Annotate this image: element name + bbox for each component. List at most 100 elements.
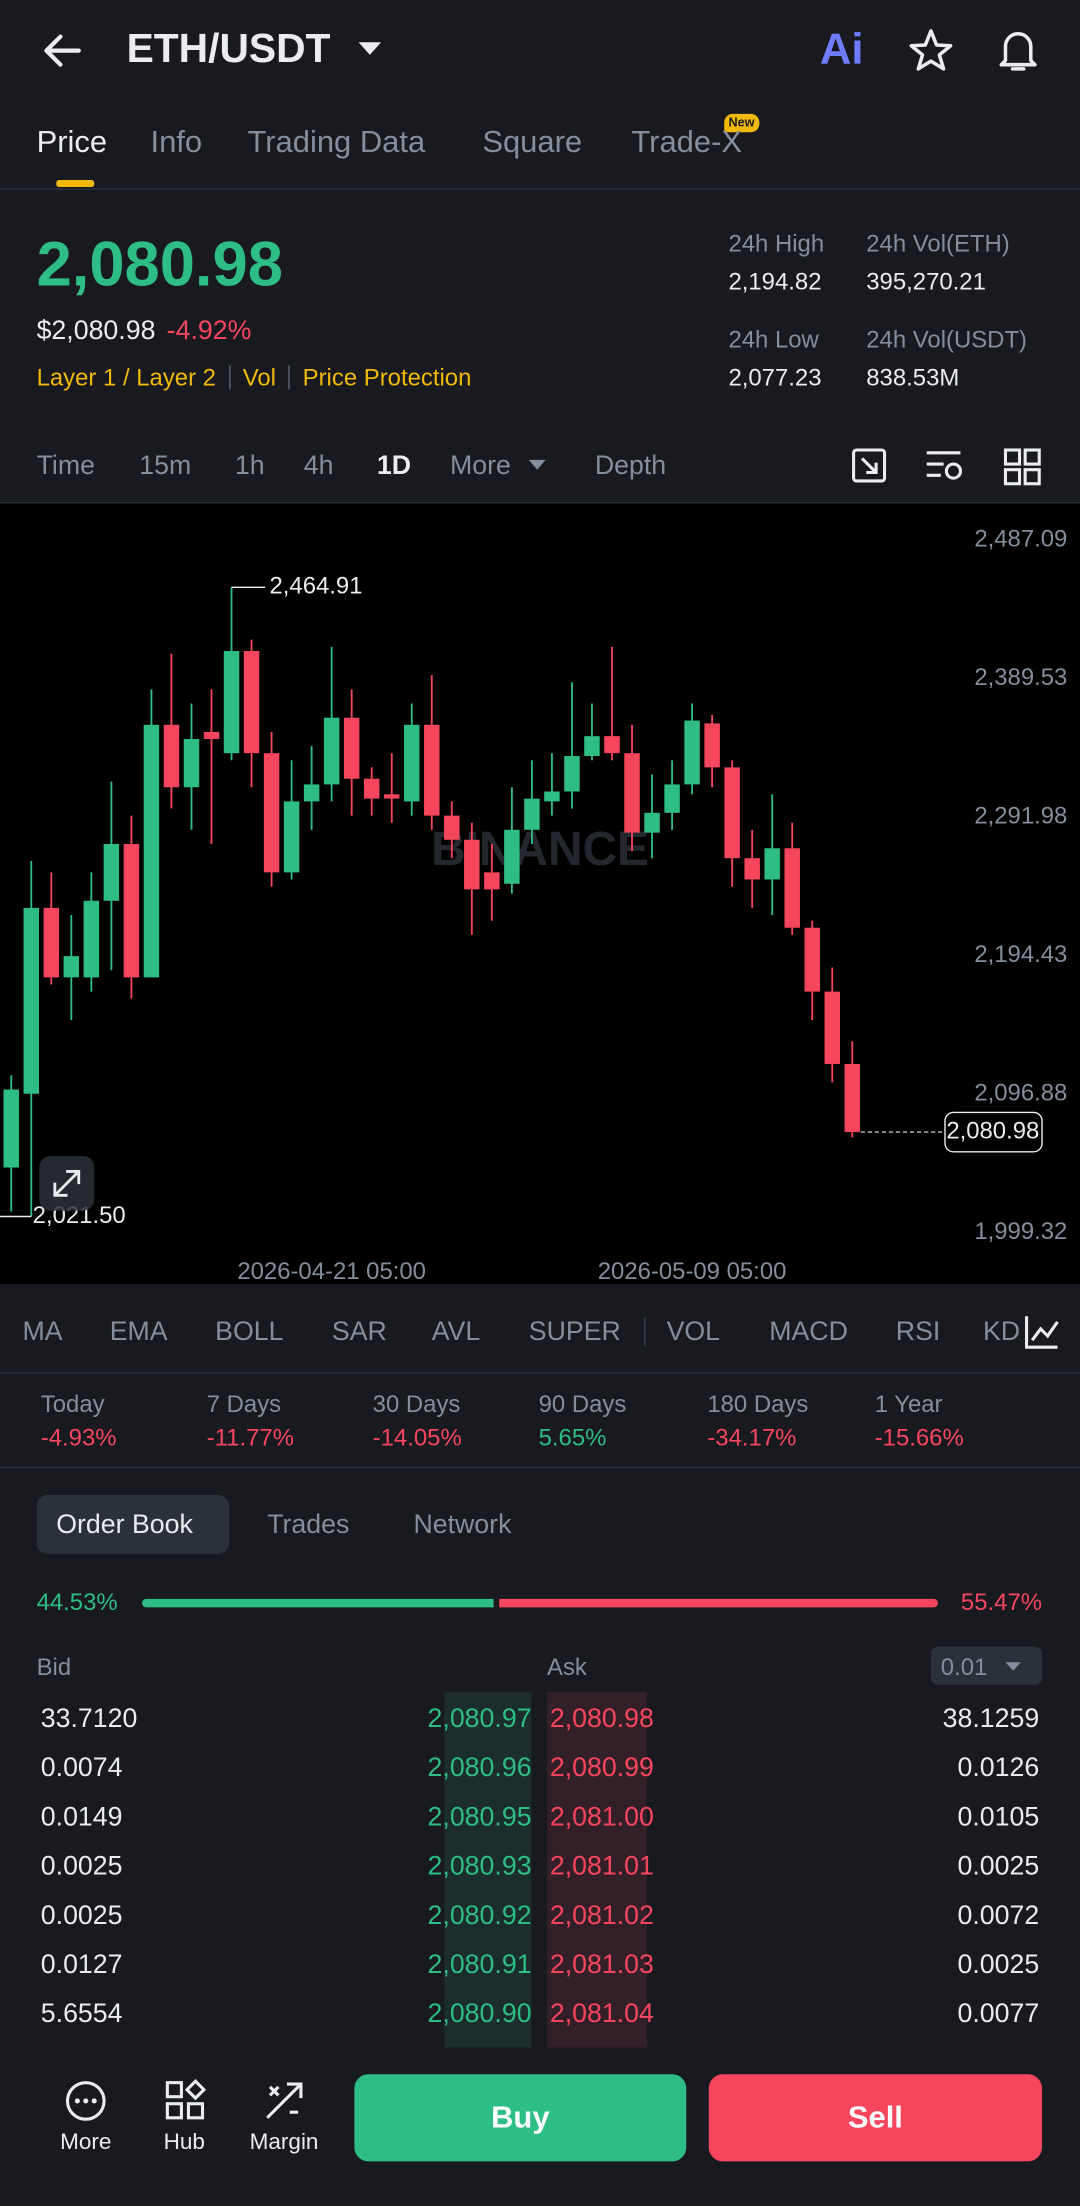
nav-label[interactable]: Margin xyxy=(249,2130,319,2155)
tab[interactable]: Trade-X xyxy=(631,123,743,159)
period-change: -34.17% xyxy=(707,1424,797,1452)
indicator[interactable]: SAR xyxy=(331,1317,387,1348)
interval[interactable]: 1h xyxy=(234,451,265,481)
order-book-tab[interactable]: Trades xyxy=(267,1510,350,1540)
candle-body xyxy=(343,717,360,779)
stat-label: 24h High xyxy=(728,230,825,258)
candle-body xyxy=(444,815,460,840)
indicator[interactable]: RSI xyxy=(895,1317,941,1348)
stat-label: 24h Vol(USDT) xyxy=(866,326,1028,353)
buy-button[interactable]: Buy xyxy=(354,2074,687,2162)
indicator[interactable]: EMA xyxy=(109,1317,168,1348)
last-price-box xyxy=(944,1111,1043,1153)
indicator[interactable]: VOL xyxy=(666,1317,721,1348)
candle-body xyxy=(43,907,60,978)
candle-body xyxy=(143,724,160,978)
separator xyxy=(644,1317,646,1346)
bell xyxy=(999,32,1037,71)
margin-icon[interactable] xyxy=(262,2078,307,2123)
nav-label[interactable]: Hub xyxy=(163,2130,205,2155)
hub-icon[interactable] xyxy=(163,2078,208,2123)
favorite-button[interactable] xyxy=(907,27,955,75)
candle-body xyxy=(504,829,520,884)
icon xyxy=(1023,468,1041,486)
y-tick-label: 2,487.09 xyxy=(974,526,1067,553)
indicator[interactable]: SUPER xyxy=(528,1317,621,1348)
back-button[interactable] xyxy=(39,28,84,73)
icon xyxy=(165,2081,183,2099)
candle-body xyxy=(323,717,340,785)
nav-label[interactable]: More xyxy=(60,2130,112,2155)
candle-body xyxy=(704,723,720,768)
ratio-bar xyxy=(142,1598,938,1608)
interval[interactable]: 1D xyxy=(376,451,412,481)
order-book-tab[interactable]: Network xyxy=(413,1510,512,1540)
candle-body xyxy=(804,927,820,992)
indicator[interactable]: MA xyxy=(22,1317,63,1348)
ask-amount: 0.0077 xyxy=(957,1999,1040,2030)
interval[interactable]: 4h xyxy=(303,451,334,481)
candle-body xyxy=(123,844,140,978)
caret xyxy=(1005,1662,1021,1671)
candle-body xyxy=(383,794,400,799)
candle-body xyxy=(784,848,800,928)
interval[interactable]: Depth xyxy=(594,451,667,481)
bid-amount: 33.7120 xyxy=(40,1704,138,1734)
caret xyxy=(528,459,546,470)
interval[interactable]: 15m xyxy=(139,451,192,481)
chart-tool[interactable] xyxy=(849,446,888,485)
chart-settings[interactable] xyxy=(924,447,966,484)
bid-amount: 0.0074 xyxy=(40,1753,123,1784)
icon xyxy=(65,2081,106,2121)
indicator[interactable]: BOLL xyxy=(215,1317,284,1348)
precision-select[interactable]: 0.01 xyxy=(930,1646,1043,1685)
bid-amount: 0.0025 xyxy=(40,1852,123,1882)
tab[interactable]: Price xyxy=(36,123,108,159)
tab-indicator xyxy=(56,180,95,188)
tab[interactable]: Square xyxy=(482,123,583,159)
pair-caret[interactable] xyxy=(357,41,382,58)
sell-button[interactable]: Sell xyxy=(708,2074,1043,2162)
icon xyxy=(91,2098,97,2104)
precision-caret xyxy=(1005,1662,1021,1671)
ai-button[interactable]: Ai xyxy=(819,23,864,74)
x-tick-label: 2026-05-09 05:00 xyxy=(598,1258,787,1284)
tab[interactable]: Info xyxy=(150,123,203,159)
fullscreen-button[interactable] xyxy=(39,1155,95,1211)
indicator[interactable]: KD xyxy=(982,1317,1021,1348)
bid-price: 2,080.92 xyxy=(427,1901,532,1931)
bid-price: 2,080.96 xyxy=(427,1753,532,1784)
indicator[interactable]: MACD xyxy=(769,1317,848,1348)
indicator[interactable]: AVL xyxy=(431,1317,481,1348)
divider xyxy=(0,188,1080,190)
price-sub: $2,080.98 -4.92% xyxy=(37,318,252,345)
candle-body xyxy=(564,756,580,792)
interval[interactable]: Time xyxy=(36,451,95,481)
tab[interactable]: Trading Data xyxy=(247,123,426,159)
candle-body xyxy=(163,724,180,788)
more-icon[interactable] xyxy=(63,2078,108,2123)
candle-body xyxy=(664,784,680,813)
indicator-settings[interactable] xyxy=(1022,1312,1061,1351)
tag[interactable]: Vol xyxy=(228,365,276,390)
ask-price: 2,081.00 xyxy=(549,1802,654,1833)
divider xyxy=(0,1372,1080,1374)
period-change: 5.65% xyxy=(538,1424,607,1452)
bid-amount: 0.0025 xyxy=(40,1901,123,1931)
alert-button[interactable] xyxy=(994,25,1042,76)
tag[interactable]: Price Protection xyxy=(288,365,471,390)
bid-ratio: 44.53% xyxy=(36,1589,118,1616)
candle-body xyxy=(303,784,320,802)
layout-button[interactable] xyxy=(1003,447,1042,486)
y-tick-label: 2,096.88 xyxy=(974,1079,1067,1106)
bid-price: 2,080.90 xyxy=(427,1999,532,2030)
bid-amount: 5.6554 xyxy=(40,1999,123,2030)
tag[interactable]: Layer 1 / Layer 2 xyxy=(36,364,216,391)
last-price: 2,080.98 xyxy=(36,227,283,300)
pair-title[interactable]: ETH/USDT xyxy=(126,26,331,72)
interval[interactable]: More xyxy=(450,451,511,481)
order-book-tab[interactable]: Order Book xyxy=(56,1510,193,1540)
watermark: BINANCE xyxy=(431,823,649,876)
